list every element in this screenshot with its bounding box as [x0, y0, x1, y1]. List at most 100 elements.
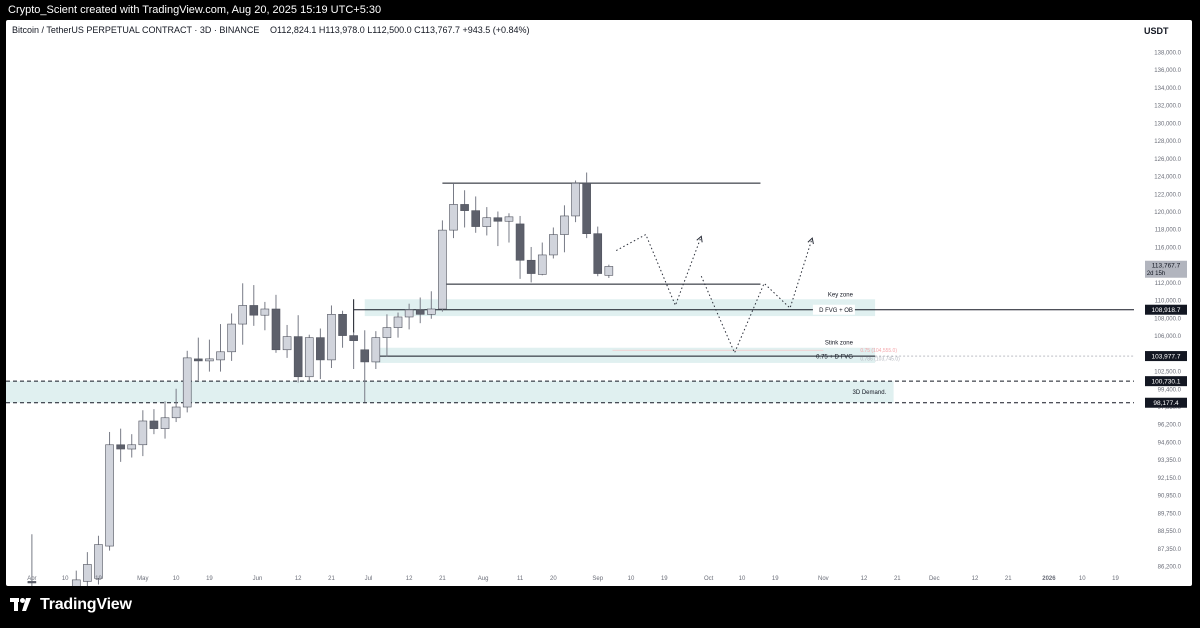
time-tick-label: 10: [1079, 576, 1086, 582]
price-tick-label: 116,000.0: [1155, 245, 1182, 251]
candle: [338, 310, 347, 348]
candle-body: [293, 336, 303, 378]
candle: [260, 301, 270, 331]
candle: [327, 305, 336, 368]
candle: [83, 552, 92, 586]
projection-path: [700, 237, 813, 355]
candle-body: [415, 309, 425, 315]
price-tick-label: 110,000.0: [1155, 299, 1182, 305]
candle-body: [194, 358, 203, 362]
price-tick-label: 108,000.0: [1154, 316, 1181, 322]
price-tick-label: 92,150.0: [1158, 476, 1182, 482]
price-tick-label: 130,000.0: [1154, 121, 1181, 127]
price-tick-label: 134,000.0: [1154, 86, 1181, 92]
current-price-text: 113,767.7: [1152, 263, 1181, 270]
currency-label[interactable]: USDT: [1144, 26, 1169, 36]
candle: [149, 409, 159, 435]
candle: [582, 172, 591, 239]
time-tick-label: 10: [628, 576, 635, 582]
price-tick-label: 118,000.0: [1155, 228, 1182, 234]
candle: [27, 534, 37, 586]
time-tick-label: 19: [95, 576, 102, 582]
ohlc-readout: O112,824.1 H113,978.0 L112,500.0 C113,76…: [270, 25, 530, 35]
price-tick-label: 86,200.0: [1158, 565, 1182, 571]
candle-body: [282, 336, 292, 351]
footer: TradingView: [0, 586, 1200, 628]
candle-body: [271, 308, 281, 351]
time-tick-label: Sep: [592, 576, 603, 582]
candle: [116, 428, 125, 462]
stink-zone-line-label: 0.75 + D FVG: [816, 355, 853, 361]
time-tick-label: 21: [894, 576, 901, 582]
time-tick-label: 21: [1005, 576, 1012, 582]
candle-body: [27, 581, 37, 584]
candle-body: [238, 305, 247, 325]
candle-body: [105, 444, 114, 547]
attribution-bar: Crypto_Scient created with TradingView.c…: [0, 0, 1200, 20]
price-tick-label: 132,000.0: [1154, 104, 1181, 110]
candle: [537, 242, 547, 276]
candle-body: [371, 337, 381, 363]
candle-body: [338, 314, 347, 336]
candle: [504, 213, 514, 243]
price-tick-label: 89,750.0: [1158, 511, 1182, 517]
time-axis[interactable]: Apr 10 19 May 10 19 Jun 12 21 Jul 12 21 Aug 11 20 Sep 10…: [27, 576, 1119, 582]
stink-zone-rect: [375, 347, 876, 363]
candle-body: [360, 349, 370, 363]
price-label: 98,177.4: [1145, 397, 1187, 408]
key-zone-rect: [364, 299, 876, 317]
price-tick-label: 99,400.0: [1158, 387, 1182, 393]
candle: [593, 226, 603, 277]
candle: [194, 337, 203, 381]
price-tick-label: 94,600.0: [1158, 440, 1182, 446]
tradingview-logo-icon: [10, 598, 31, 611]
time-tick-label: 19: [661, 576, 668, 582]
candle-body: [382, 327, 392, 338]
time-tick-label: Jul: [365, 576, 373, 582]
chart-frame[interactable]: Key zone D FVG + OB Stink zone 0.75 + D FVG…: [6, 20, 1192, 586]
time-tick-label: 10: [739, 576, 746, 582]
candle-body: [604, 266, 614, 276]
brand[interactable]: TradingView: [10, 596, 132, 614]
candle: [105, 431, 114, 551]
price-tick-label: 126,000.0: [1154, 157, 1181, 163]
demand-zone-rect: [6, 381, 894, 403]
price-tick-label: 128,000.0: [1154, 139, 1181, 145]
key-zone-label: Key zone: [828, 292, 854, 298]
candle: [526, 246, 536, 283]
price-tick-label: 112,000.0: [1155, 281, 1182, 287]
time-tick-label: 12: [861, 576, 868, 582]
price-chart[interactable]: Key zone D FVG + OB Stink zone 0.75 + D FVG…: [6, 20, 1192, 586]
candle-body: [393, 316, 403, 328]
price-tick-label: 96,200.0: [1158, 423, 1182, 429]
candle: [238, 283, 247, 345]
candle: [160, 401, 170, 439]
price-label: 108,918.7: [1145, 304, 1187, 315]
candle-body: [316, 337, 325, 361]
candle: [438, 220, 447, 312]
candle-body: [504, 216, 514, 222]
key-zone-line-label-bg: [812, 304, 855, 315]
fib-0786-label: 0.786 (103,745.0): [860, 356, 900, 362]
projection-arrowhead: [807, 237, 814, 245]
candle: [71, 570, 81, 586]
candle: [460, 190, 469, 228]
time-tick-label: 12: [406, 576, 413, 582]
candle: [349, 332, 358, 370]
candle-body: [526, 259, 536, 274]
candle: [371, 331, 381, 370]
candle-body: [515, 223, 525, 261]
candle: [227, 313, 236, 361]
candle-body: [471, 210, 480, 227]
candle-body: [83, 564, 92, 582]
candle-body: [560, 215, 569, 235]
time-tick-label: May: [137, 576, 148, 582]
candle-body: [149, 420, 159, 429]
price-badge: [1145, 397, 1187, 408]
time-tick-label: 11: [517, 576, 524, 582]
candle-body: [216, 351, 225, 361]
annotation-labels-layer: Key zone D FVG + OB Stink zone 0.75 + D FVG…: [812, 292, 900, 396]
time-tick-label: 10: [173, 576, 180, 582]
price-axis[interactable]: 86,200.0 87,350.0 88,550.0 89,750.0 90,950.0…: [1145, 51, 1187, 571]
price-tick-label: 122,000.0: [1154, 192, 1181, 198]
